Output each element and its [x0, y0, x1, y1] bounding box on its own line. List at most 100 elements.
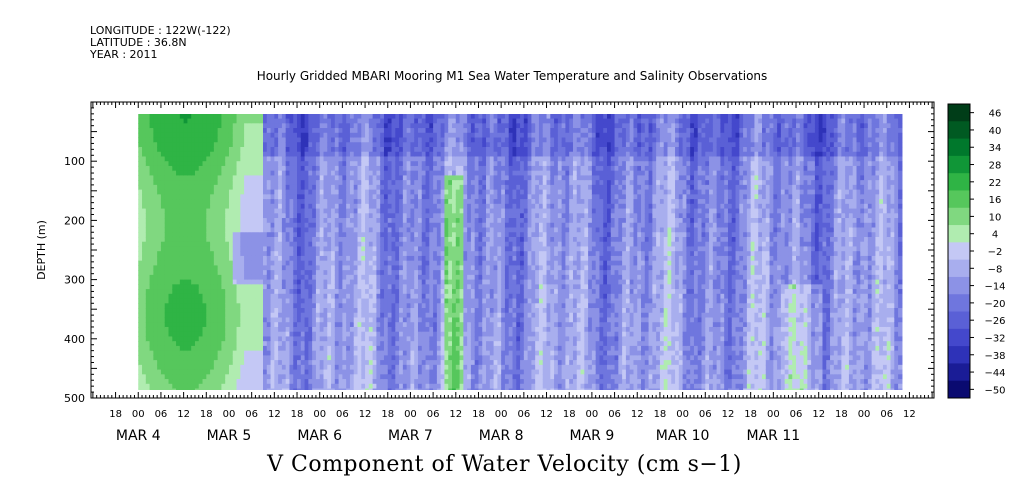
heat-cell — [383, 114, 389, 120]
heat-cell — [202, 317, 207, 323]
heat-cell — [213, 218, 219, 224]
heat-cell — [353, 218, 359, 224]
heat-cell — [179, 341, 185, 347]
heat-cell — [176, 203, 181, 210]
heat-cell — [357, 232, 362, 238]
heat-cell — [138, 308, 143, 314]
heat-cell — [334, 369, 340, 375]
heat-cell — [206, 388, 211, 390]
heat-cell — [297, 218, 302, 224]
heat-cell — [323, 232, 328, 238]
heat-cell — [176, 123, 181, 129]
heat-cell — [176, 156, 181, 162]
heat-cell — [417, 146, 423, 153]
heat-cell — [342, 308, 347, 314]
heat-cell — [142, 218, 147, 224]
heat-cell — [278, 284, 283, 290]
heat-cell — [168, 241, 173, 248]
heat-cell — [414, 308, 419, 314]
heat-cell — [315, 114, 321, 120]
heat-cell — [293, 132, 298, 139]
heat-cell — [444, 379, 449, 385]
heat-cell — [255, 218, 260, 224]
heat-cell — [429, 199, 434, 205]
heat-cell — [414, 180, 419, 186]
heat-cell — [145, 298, 151, 304]
heat-cell — [244, 383, 249, 390]
heat-cell — [297, 388, 302, 390]
heat-cell — [304, 383, 309, 390]
heat-cell — [368, 241, 374, 248]
heat-cell — [406, 274, 412, 281]
heat-cell — [153, 132, 158, 139]
heat-cell — [232, 312, 238, 319]
heat-cell — [436, 199, 442, 205]
heat-cell — [179, 388, 185, 390]
heat-cell — [210, 326, 215, 333]
heat-cell — [440, 345, 446, 352]
heat-cell — [202, 388, 207, 390]
heat-cell — [221, 360, 226, 366]
heat-cell — [255, 279, 260, 285]
heat-cell — [331, 379, 336, 385]
heat-cell — [444, 241, 449, 248]
heat-cell — [142, 308, 147, 314]
heat-cell — [206, 383, 211, 390]
heat-cell — [240, 364, 245, 371]
heat-cell — [436, 265, 442, 271]
heat-cell — [365, 322, 370, 328]
heat-cell — [410, 312, 415, 319]
heat-cell — [414, 246, 419, 252]
heat-cell — [221, 308, 226, 314]
heat-cell — [452, 232, 457, 238]
heat-cell — [210, 199, 215, 205]
heat-cell — [365, 123, 370, 129]
heat-cell — [376, 265, 381, 271]
heat-cell — [266, 345, 272, 352]
heat-cell — [293, 345, 298, 352]
heat-cell — [353, 114, 359, 120]
heat-cell — [338, 255, 343, 262]
heat-cell — [436, 146, 442, 153]
heat-cell — [213, 175, 219, 181]
heat-cell — [285, 132, 291, 139]
heat-cell — [183, 203, 188, 210]
heat-cell — [346, 274, 351, 281]
heat-cell — [334, 218, 340, 224]
heat-cell — [259, 165, 264, 172]
heat-cell — [395, 208, 400, 214]
heat-cell — [429, 137, 434, 143]
heat-cell — [153, 303, 158, 309]
heat-cell — [293, 379, 298, 385]
heat-cell — [440, 355, 446, 361]
heat-cell — [361, 303, 366, 309]
heat-cell — [376, 270, 381, 276]
heat-cell — [198, 227, 204, 233]
heat-cell — [202, 355, 207, 361]
heat-cell — [304, 128, 309, 134]
heat-cell — [228, 374, 234, 380]
heat-cell — [153, 199, 158, 205]
heat-cell — [228, 270, 234, 276]
heat-cell — [244, 322, 249, 328]
heat-cell — [440, 369, 446, 375]
heat-cell — [217, 312, 223, 319]
heat-cell — [217, 284, 223, 290]
heat-cell — [372, 260, 378, 266]
heat-cell — [410, 180, 415, 186]
heat-cell — [142, 255, 147, 262]
heat-cell — [270, 322, 275, 328]
heat-cell — [274, 312, 279, 319]
heat-cell — [433, 293, 438, 300]
heat-cell — [395, 270, 400, 276]
heat-cell — [240, 322, 245, 328]
heat-cell — [357, 189, 362, 195]
heat-cell — [232, 189, 238, 195]
heat-cell — [142, 369, 147, 375]
heat-cell — [368, 175, 374, 181]
heat-cell — [300, 123, 306, 129]
heat-cell — [293, 279, 298, 285]
heat-cell — [191, 360, 196, 366]
heat-cell — [266, 317, 272, 323]
heat-cell — [417, 289, 423, 295]
